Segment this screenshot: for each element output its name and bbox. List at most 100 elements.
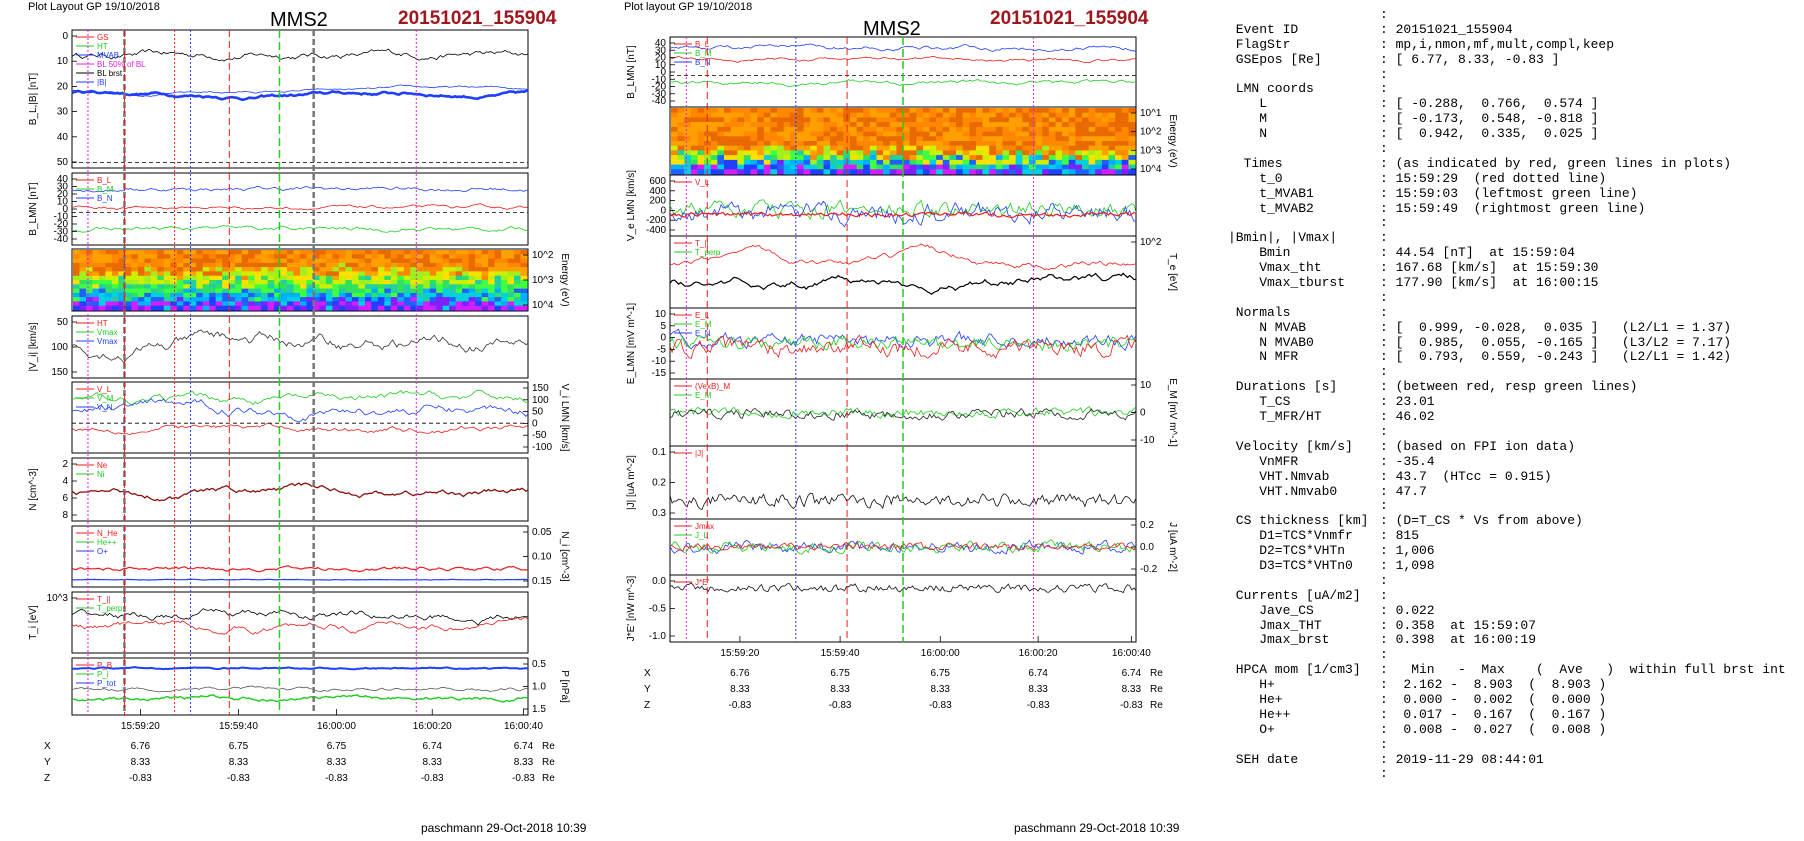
spectrogram-cell	[157, 267, 165, 272]
legend-entry: B_L	[97, 176, 112, 185]
spectrogram-cell	[79, 271, 87, 277]
y-tick-label: 20	[655, 53, 667, 64]
spectrogram-cell	[929, 112, 937, 118]
spectrogram-cell	[514, 280, 522, 285]
spectrogram-cell	[254, 275, 262, 281]
spectrogram-cell	[743, 169, 752, 175]
spectrogram-cell	[520, 297, 528, 302]
spectrogram-cell	[710, 164, 718, 170]
spectrogram-cell	[364, 301, 372, 307]
spectrogram-cell	[416, 280, 424, 285]
summary-key: Vmax_tht	[1228, 260, 1322, 276]
spectrogram-cell	[111, 258, 119, 264]
spectrogram-cell	[124, 275, 132, 281]
spectrogram-cell	[850, 155, 858, 161]
summary-row: O+: 0.008 - 0.027 ( 0.008 )	[1228, 722, 1798, 738]
spectrogram-cell	[671, 108, 679, 114]
spectrogram-cell	[241, 292, 249, 298]
spectrogram-cell	[717, 150, 725, 156]
spectrogram-cell	[936, 136, 944, 142]
spectrogram-cell	[429, 284, 437, 290]
spectrogram-cell	[704, 122, 712, 128]
spectrogram-cell	[1101, 112, 1110, 118]
position-value: 8.33	[131, 757, 151, 768]
spectrogram-cell	[105, 267, 113, 272]
legend-entry: V_L	[695, 178, 710, 187]
spectrogram-cell	[823, 117, 831, 123]
spectrogram-cell	[956, 164, 964, 170]
y-tick-label: -20	[54, 219, 69, 230]
spectrogram-cell	[790, 155, 798, 161]
spectrogram-cell	[332, 288, 340, 294]
spectrogram-cell	[468, 275, 476, 281]
spectrogram-cell	[475, 284, 483, 290]
spectrogram-cell	[863, 145, 871, 151]
spectrogram-cell	[1101, 145, 1110, 151]
summary-value: : -35.4	[1380, 453, 1435, 469]
spectrogram-cell	[1055, 150, 1063, 156]
spectrogram-cell	[501, 284, 509, 290]
summary-row: :	[1228, 364, 1798, 380]
legend-entry: HT	[97, 319, 108, 328]
legend-entry: T_||	[695, 239, 709, 248]
spectrogram-cell	[1108, 126, 1116, 133]
spectrogram-cell	[1002, 136, 1010, 142]
summary-key: Velocity [km/s]	[1228, 438, 1353, 454]
spectrogram-cell	[876, 117, 884, 123]
spectrogram-cell	[124, 271, 132, 277]
spectrogram-cell	[949, 164, 957, 170]
spectrogram-cell	[717, 159, 725, 166]
spectrogram-cell	[850, 122, 858, 128]
spectrogram-cell	[969, 122, 977, 128]
summary-value: : [ 0.985, 0.055, -0.165 ] (L3/L2 = 7.17…	[1380, 334, 1732, 350]
spectrogram-cell	[261, 284, 269, 290]
series-line-3	[669, 79, 1137, 88]
position-unit: Re	[542, 741, 555, 752]
spectrogram-cell	[364, 297, 372, 302]
y-tick-label: -5	[657, 344, 666, 355]
position-value: -0.83	[929, 700, 952, 711]
spectrogram-cell	[783, 117, 791, 123]
position-value: 8.33	[1122, 684, 1142, 695]
spectrogram-cell	[763, 112, 771, 118]
series-line-1	[670, 243, 1137, 271]
spectrogram-cell	[1055, 159, 1063, 166]
spectrogram-cell	[816, 169, 824, 175]
summary-row: :	[1228, 67, 1798, 83]
series-line-3	[71, 422, 529, 436]
position-value: 8.33	[327, 757, 347, 768]
spectrogram-cell	[770, 112, 778, 118]
spectrogram-cell	[137, 262, 145, 268]
spectrogram-cell	[730, 159, 738, 166]
spectrogram-cell	[1075, 169, 1083, 175]
series-line-1	[71, 482, 529, 502]
spectrogram-cell	[248, 284, 256, 290]
spectrogram-cell	[248, 271, 256, 277]
y-tick-label: 10^4	[1140, 164, 1162, 175]
spectrogram-cell	[92, 267, 100, 272]
y-tick-label: -15	[652, 368, 667, 379]
spectrogram-cell	[671, 136, 679, 142]
y-axis-label: T_i [eV]	[28, 605, 39, 640]
spectrogram-cell	[325, 267, 333, 272]
panel-frame	[71, 29, 529, 169]
spectrogram-cell	[196, 254, 204, 260]
spectrogram-cell	[1028, 136, 1037, 142]
spectrogram-cell	[416, 262, 424, 268]
spectrogram-cell	[319, 271, 327, 277]
spectrogram-cell	[1115, 131, 1123, 137]
y-tick-label: 0	[1140, 408, 1146, 419]
spectrogram-cell	[397, 284, 405, 290]
spectrogram-cell	[909, 136, 917, 142]
spectrogram-cell	[710, 117, 718, 123]
spectrogram-cell	[475, 292, 483, 298]
y-axis-label: P [nPa]	[559, 670, 570, 703]
spectrogram-cell	[777, 136, 785, 142]
spectrogram-cell	[850, 136, 858, 142]
spectrogram-cell	[410, 292, 418, 298]
spectrogram-cell	[514, 292, 522, 298]
spectrogram-cell	[449, 305, 457, 311]
spectrogram-cell	[468, 284, 476, 290]
panel-frame	[71, 657, 529, 716]
y-tick-label: -10	[54, 212, 69, 223]
